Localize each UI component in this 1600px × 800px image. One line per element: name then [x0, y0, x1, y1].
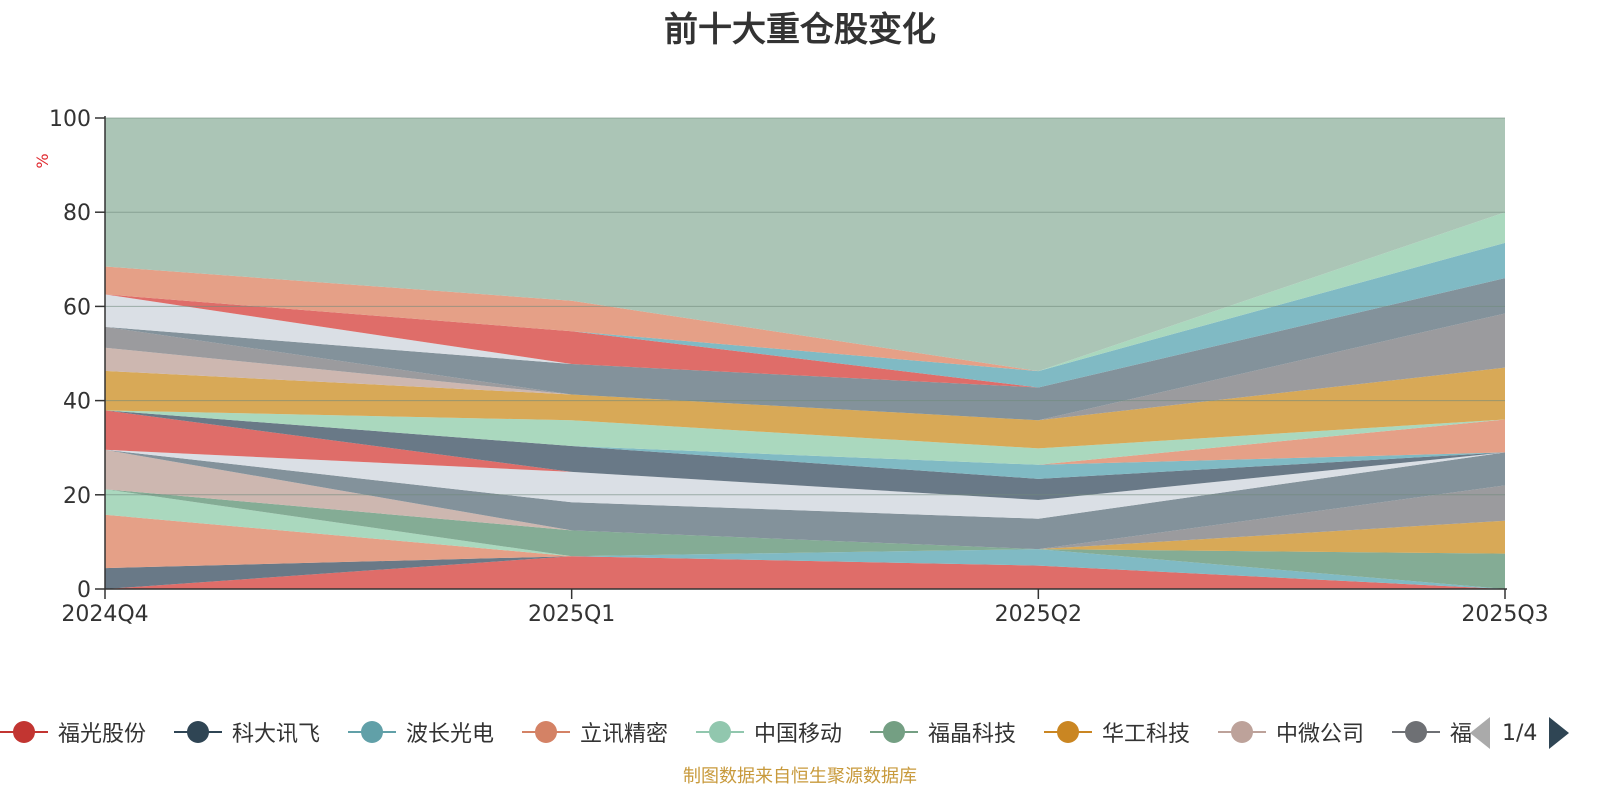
legend-item[interactable]: 立讯精密 [522, 712, 668, 752]
chart-area: 0 20 40 60 80 100 2024Q4 2025Q1 2025Q2 2025Q3 % [33, 107, 1549, 627]
chart-title: 前十大重仓股变化 [664, 10, 936, 50]
area-series-25[interactable] [105, 212, 1505, 372]
legend-marker-dot [1057, 721, 1079, 743]
legend-marker-dot [1405, 721, 1427, 743]
area-series-15[interactable] [105, 410, 1505, 465]
legend-item[interactable]: 福光股份 [0, 712, 146, 752]
legend-label: 福光股份 [58, 722, 147, 747]
legend-item[interactable]: 福 [1392, 712, 1472, 752]
legend-label: 波长光电 [406, 722, 495, 747]
y-tick-label-5: 100 [49, 107, 91, 132]
legend-item[interactable]: 波长光电 [348, 712, 494, 752]
legend-marker-icon [348, 719, 396, 745]
x-tick-label-2: 2025Q2 [995, 602, 1082, 627]
legend-marker-icon [870, 719, 918, 745]
axes: 0 20 40 60 80 100 2024Q4 2025Q1 2025Q2 2025Q3 [49, 107, 1549, 627]
area-series-11[interactable] [105, 410, 1505, 500]
legend-label: 科大讯飞 [232, 722, 321, 747]
legend: 福光股份 科大讯飞 波长光电 立讯精密 中国移动 福晶科技 华工科技 中微公司 福 1/4 [0, 712, 1600, 752]
legend-marker-icon [0, 719, 48, 745]
area-series-22[interactable] [105, 278, 1505, 388]
legend-marker-dot [535, 721, 557, 743]
area-series-3[interactable] [105, 514, 1505, 589]
legend-viewport: 福光股份 科大讯飞 波长光电 立讯精密 中国移动 福晶科技 华工科技 中微公司 福 [0, 712, 1485, 752]
y-tick-label-4: 80 [63, 201, 91, 226]
area-series-2[interactable] [105, 549, 1505, 589]
area-series-4[interactable] [105, 489, 1505, 589]
legend-label: 福 [1450, 722, 1473, 747]
y-tick-label-0: 0 [77, 578, 91, 603]
legend-item[interactable]: 中国移动 [696, 712, 842, 752]
legend-pager: 1/4 [1470, 716, 1570, 750]
y-tick-label-1: 20 [63, 484, 91, 509]
area-series-17[interactable] [105, 367, 1505, 449]
legend-marker-dot [709, 721, 731, 743]
legend-label: 立讯精密 [580, 722, 669, 747]
legend-marker-dot [13, 721, 35, 743]
area-series-6[interactable] [105, 489, 1505, 554]
area-series-23[interactable] [105, 242, 1505, 388]
legend-label: 福晶科技 [928, 722, 1017, 747]
legend-item[interactable]: 中微公司 [1218, 712, 1364, 752]
x-tick-label-0: 2024Q4 [61, 602, 148, 627]
legend-marker-icon [1044, 719, 1092, 745]
legend-prev-arrow-icon[interactable] [1470, 717, 1490, 749]
source-note: 制图数据来自恒生聚源数据库 [683, 766, 917, 787]
area-series-0[interactable] [105, 556, 1505, 589]
stacked-areas [105, 118, 1505, 589]
legend-next-arrow-icon[interactable] [1549, 717, 1570, 749]
legend-item[interactable]: 华工科技 [1044, 712, 1190, 752]
area-series-1[interactable] [105, 556, 1505, 589]
area-series-20[interactable] [105, 278, 1505, 421]
area-series-13[interactable] [105, 410, 1505, 479]
y-tick-label-3: 60 [63, 295, 91, 320]
legend-item[interactable]: 科大讯飞 [174, 712, 320, 752]
legend-marker-icon [696, 719, 744, 745]
area-series-7[interactable] [105, 449, 1505, 550]
legend-label: 华工科技 [1102, 722, 1191, 747]
y-tick-label-2: 40 [63, 390, 91, 415]
legend-marker-dot [361, 721, 383, 743]
area-series-12[interactable] [105, 410, 1505, 500]
legend-label: 中微公司 [1276, 722, 1365, 747]
legend-marker-icon [174, 719, 222, 745]
area-series-26[interactable] [105, 118, 1505, 372]
legend-marker-icon [522, 719, 570, 745]
area-series-18[interactable] [105, 347, 1505, 421]
legend-page-indicator: 1/4 [1502, 720, 1538, 746]
legend-marker-icon [1392, 719, 1440, 745]
x-tick-label-3: 2025Q3 [1461, 602, 1548, 627]
legend-marker-dot [1231, 721, 1253, 743]
legend-item[interactable]: 福晶科技 [870, 712, 1016, 752]
legend-marker-dot [187, 721, 209, 743]
legend-marker-dot [883, 721, 905, 743]
area-series-9[interactable] [105, 449, 1505, 550]
x-tick-label-1: 2025Q1 [528, 602, 615, 627]
legend-marker-icon [1218, 719, 1266, 745]
y-axis-unit-label: % [33, 153, 52, 168]
legend-label: 中国移动 [754, 722, 843, 747]
area-series-10[interactable] [105, 449, 1505, 519]
